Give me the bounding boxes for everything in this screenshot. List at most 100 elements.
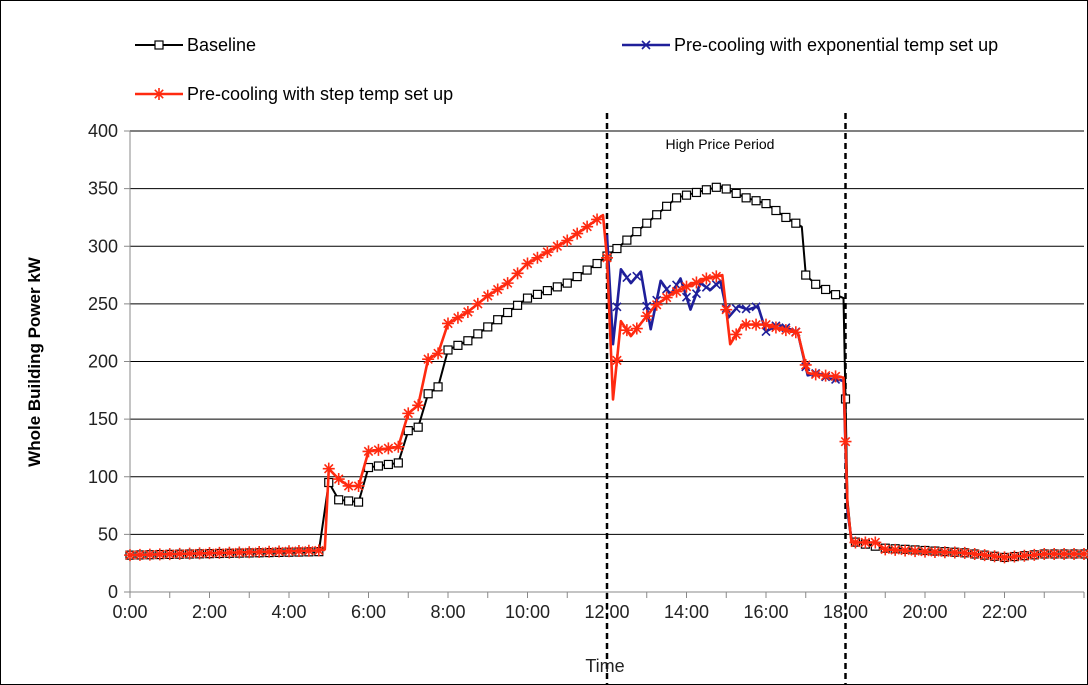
data-point xyxy=(829,370,842,383)
data-point xyxy=(730,328,743,341)
data-point xyxy=(302,544,315,557)
data-point xyxy=(193,547,206,560)
data-point xyxy=(223,546,236,559)
data-point xyxy=(203,547,216,560)
data-point xyxy=(601,251,613,264)
data-point xyxy=(681,190,692,200)
x-tick-label: 22:00 xyxy=(982,602,1027,622)
data-point xyxy=(801,270,811,280)
data-point xyxy=(671,193,682,203)
series-group xyxy=(124,182,1088,564)
data-point xyxy=(183,547,196,560)
data-point xyxy=(532,289,543,299)
data-point xyxy=(1048,547,1061,560)
data-point xyxy=(1068,547,1081,560)
data-point xyxy=(344,496,354,506)
data-point xyxy=(771,205,781,216)
data-point xyxy=(652,210,662,220)
data-point xyxy=(312,544,325,557)
data-point xyxy=(612,302,622,312)
data-point xyxy=(640,310,653,323)
data-point xyxy=(612,243,622,254)
data-point xyxy=(781,212,791,223)
data-point xyxy=(622,273,632,283)
y-tick-label: 50 xyxy=(98,524,118,544)
x-tick-label: 10:00 xyxy=(505,602,550,622)
data-point xyxy=(819,369,832,382)
data-point xyxy=(342,479,355,492)
data-point xyxy=(473,329,483,339)
legend-label: Pre-cooling with exponential temp set up xyxy=(674,35,998,55)
data-point xyxy=(522,293,533,303)
data-point xyxy=(153,88,165,100)
data-point xyxy=(751,196,761,206)
data-point xyxy=(691,289,702,299)
data-point xyxy=(859,536,872,549)
data-point xyxy=(461,305,474,318)
data-point xyxy=(154,40,164,50)
data-point xyxy=(483,322,493,332)
data-point xyxy=(173,547,186,560)
data-point xyxy=(761,199,771,209)
data-point xyxy=(451,311,464,324)
data-point xyxy=(332,473,345,486)
data-point xyxy=(243,546,256,559)
legend-item: Pre-cooling with step temp set up xyxy=(135,84,453,104)
data-point xyxy=(143,548,156,561)
data-point xyxy=(681,292,692,302)
data-point xyxy=(1038,547,1051,560)
legend-item: Baseline xyxy=(135,35,256,55)
x-tick-label: 12:00 xyxy=(584,602,629,622)
data-point xyxy=(711,279,721,290)
data-point xyxy=(592,258,602,269)
data-point xyxy=(1058,547,1071,560)
data-point xyxy=(153,548,166,561)
data-point xyxy=(362,445,375,458)
data-point xyxy=(710,270,723,283)
data-point xyxy=(334,495,344,505)
data-point xyxy=(610,354,623,367)
data-point xyxy=(571,227,584,240)
y-tick-label: 350 xyxy=(88,179,118,199)
data-point xyxy=(551,240,564,253)
x-tick-label: 16:00 xyxy=(743,602,788,622)
data-point xyxy=(670,285,683,298)
legend-item: Pre-cooling with exponential temp set up xyxy=(622,35,998,55)
data-point xyxy=(761,326,771,337)
data-point xyxy=(741,193,751,203)
data-point xyxy=(373,461,384,471)
x-tick-label: 14:00 xyxy=(664,602,709,622)
data-point xyxy=(353,497,364,507)
x-tick-label: 4:00 xyxy=(271,602,306,622)
y-tick-label: 400 xyxy=(88,121,118,141)
x-tick-label: 18:00 xyxy=(823,602,868,622)
data-point xyxy=(809,368,822,381)
data-point xyxy=(760,318,772,331)
y-tick-label: 150 xyxy=(88,409,118,429)
data-point xyxy=(292,544,305,557)
data-point xyxy=(163,548,176,561)
data-point xyxy=(978,549,991,562)
data-point xyxy=(938,546,951,559)
data-point xyxy=(919,545,931,558)
data-point xyxy=(700,272,713,285)
data-point xyxy=(869,536,882,549)
data-point xyxy=(711,182,721,192)
data-point xyxy=(750,318,763,331)
data-point xyxy=(562,278,572,288)
data-point xyxy=(1078,547,1088,560)
data-point xyxy=(632,271,642,281)
data-point xyxy=(491,283,504,296)
data-point xyxy=(769,321,782,334)
data-point xyxy=(821,284,831,295)
data-point xyxy=(372,443,385,456)
data-point xyxy=(213,546,226,559)
data-point xyxy=(471,297,484,310)
data-point xyxy=(591,213,604,226)
data-point xyxy=(701,282,711,292)
x-axis-title: Time xyxy=(585,656,624,676)
data-point xyxy=(731,188,741,199)
data-point xyxy=(283,545,295,558)
x-tick-label: 0:00 xyxy=(112,602,147,622)
data-point xyxy=(789,326,802,339)
